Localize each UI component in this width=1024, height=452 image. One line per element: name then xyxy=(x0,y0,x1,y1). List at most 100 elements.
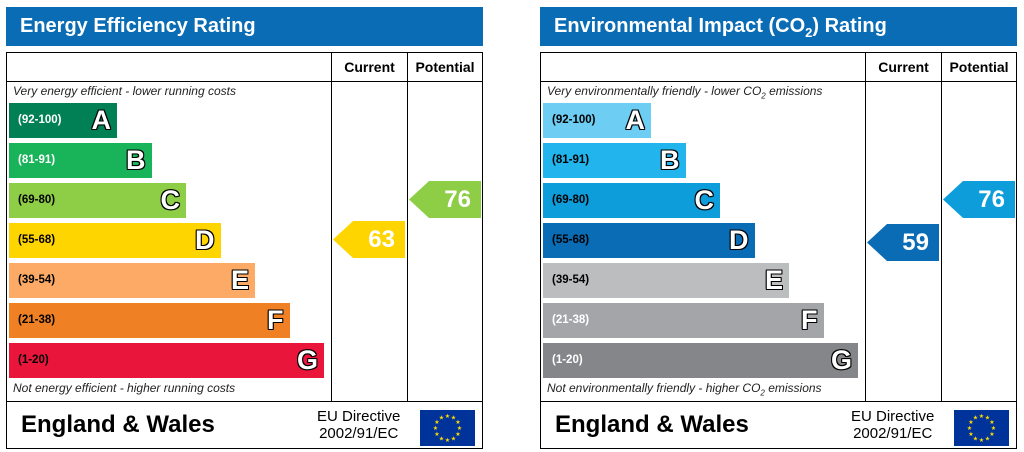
band-c: (69-80) C xyxy=(9,183,186,218)
rating-frame: Current Potential Very energy efficient … xyxy=(6,52,483,449)
svg-text:★: ★ xyxy=(455,419,460,426)
title-main: Environmental Impact (CO xyxy=(554,15,806,37)
band-range-label: (39-54) xyxy=(552,274,590,286)
band-range-label: (39-54) xyxy=(18,274,56,286)
svg-text:★: ★ xyxy=(991,425,996,432)
band-letter: B xyxy=(126,145,146,175)
band-range-label: (92-100) xyxy=(552,114,596,126)
band-letter: G xyxy=(296,345,318,375)
band-e: (39-54) E xyxy=(543,263,789,298)
top-note: Very energy efficient - lower running co… xyxy=(13,84,236,98)
potential-rating-arrow: 76 xyxy=(943,181,1015,218)
band-range-label: (1-20) xyxy=(552,354,583,366)
column-header-current: Current xyxy=(344,59,395,75)
svg-text:★: ★ xyxy=(439,415,444,422)
svg-text:★: ★ xyxy=(968,419,973,426)
svg-text:★: ★ xyxy=(445,413,450,420)
svg-text:★: ★ xyxy=(457,425,462,432)
band-letter: B xyxy=(660,145,680,175)
region-label: England & Wales xyxy=(21,411,215,438)
band-letter: C xyxy=(694,185,715,215)
band-a: (92-100) A xyxy=(543,103,651,138)
band-letter: F xyxy=(801,305,818,335)
band-g: (1-20) G xyxy=(9,343,324,378)
band-range-label: (21-38) xyxy=(552,314,590,326)
svg-text:★: ★ xyxy=(973,415,978,422)
band-b: (81-91) B xyxy=(543,143,686,178)
potential-rating-arrow: 76 xyxy=(409,181,481,218)
band-letter: A xyxy=(625,105,646,135)
svg-text:★: ★ xyxy=(455,431,460,438)
svg-text:★: ★ xyxy=(968,431,973,438)
column-header-potential: Potential xyxy=(415,59,475,75)
band-f: (21-38) F xyxy=(543,303,824,338)
bottom-note-subscript: 2 xyxy=(760,388,765,398)
svg-text:★: ★ xyxy=(451,436,456,443)
band-range-label: (55-68) xyxy=(18,234,56,246)
band-range-label: (21-38) xyxy=(18,314,56,326)
band-range-label: (55-68) xyxy=(552,234,590,246)
eu-stars-icon: ★ ★★ ★★★ ★★★ ★★★ xyxy=(433,413,462,444)
column-header-current: Current xyxy=(878,59,929,75)
energy-efficiency-panel: Energy Efficiency Rating Current Potenti… xyxy=(6,7,483,449)
divider xyxy=(541,81,1016,82)
band-letter: A xyxy=(91,105,112,135)
band-b: (81-91) B xyxy=(9,143,152,178)
svg-text:★: ★ xyxy=(989,419,994,426)
svg-text:★: ★ xyxy=(985,436,990,443)
svg-text:★: ★ xyxy=(967,425,972,432)
band-letter: E xyxy=(764,265,783,295)
svg-text:★: ★ xyxy=(445,437,450,444)
band-letter: D xyxy=(195,225,215,255)
band-g: (1-20) G xyxy=(543,343,858,378)
directive-line-1: EU Directive xyxy=(851,408,935,425)
band-e: (39-54) E xyxy=(9,263,255,298)
band-d: (55-68) D xyxy=(543,223,755,258)
band-letter: E xyxy=(230,265,249,295)
band-range-label: (81-91) xyxy=(18,154,56,166)
eu-stars-icon: ★ ★★ ★★★ ★★★ ★★★ xyxy=(967,413,996,444)
svg-text:★: ★ xyxy=(979,437,984,444)
directive-line-2: 2002/91/EC xyxy=(319,425,399,442)
svg-text:★: ★ xyxy=(439,436,444,443)
divider xyxy=(941,53,942,402)
column-header-potential: Potential xyxy=(949,59,1009,75)
rating-frame: Current Potential Very environmentally f… xyxy=(540,52,1017,449)
band-letter: C xyxy=(160,185,181,215)
divider xyxy=(7,81,482,82)
svg-text:★: ★ xyxy=(985,415,990,422)
svg-text:★: ★ xyxy=(434,419,439,426)
band-letter: G xyxy=(830,345,852,375)
bottom-note-text: Not environmentally friendly - higher CO xyxy=(547,381,761,395)
directive-line-2: 2002/91/EC xyxy=(853,425,933,442)
svg-text:★: ★ xyxy=(434,431,439,438)
band-f: (21-38) F xyxy=(9,303,290,338)
divider xyxy=(331,53,332,402)
environmental-impact-panel: Environmental Impact (CO2) Rating Curren… xyxy=(540,7,1017,449)
bottom-note: Not environmentally friendly - higher CO… xyxy=(547,381,822,397)
eu-flag-icon: ★ ★ ★ ★ ★ ★ ★ ★ ★ ★ ★ ★ xyxy=(420,410,475,446)
chart-title: Energy Efficiency Rating xyxy=(6,7,483,46)
eu-flag-icon: ★ ★ ★ ★ ★ ★ ★ ★ ★ ★ ★ ★ xyxy=(954,410,1009,446)
top-note: Very environmentally friendly - lower CO… xyxy=(547,84,822,100)
svg-text:★: ★ xyxy=(451,415,456,422)
band-range-label: (69-80) xyxy=(552,194,590,206)
title-end: ) Rating xyxy=(812,15,887,37)
current-rating-arrow: 59 xyxy=(867,224,939,261)
eu-directive-label: EU Directive 2002/91/EC xyxy=(317,408,400,442)
top-note-end: emissions xyxy=(765,84,823,98)
current-rating-arrow: 63 xyxy=(333,221,405,258)
title-subscript: 2 xyxy=(805,25,813,40)
svg-text:★: ★ xyxy=(979,413,984,420)
top-note-subscript: 2 xyxy=(761,91,766,101)
bottom-note-end: emissions xyxy=(764,381,822,395)
divider xyxy=(865,53,866,402)
divider xyxy=(7,401,482,402)
band-a: (92-100) A xyxy=(9,103,117,138)
band-letter: F xyxy=(267,305,284,335)
region-label: England & Wales xyxy=(555,411,749,438)
top-note-text: Very environmentally friendly - lower CO xyxy=(547,84,762,98)
band-range-label: (69-80) xyxy=(18,194,56,206)
svg-text:★: ★ xyxy=(973,436,978,443)
svg-text:★: ★ xyxy=(433,425,438,432)
